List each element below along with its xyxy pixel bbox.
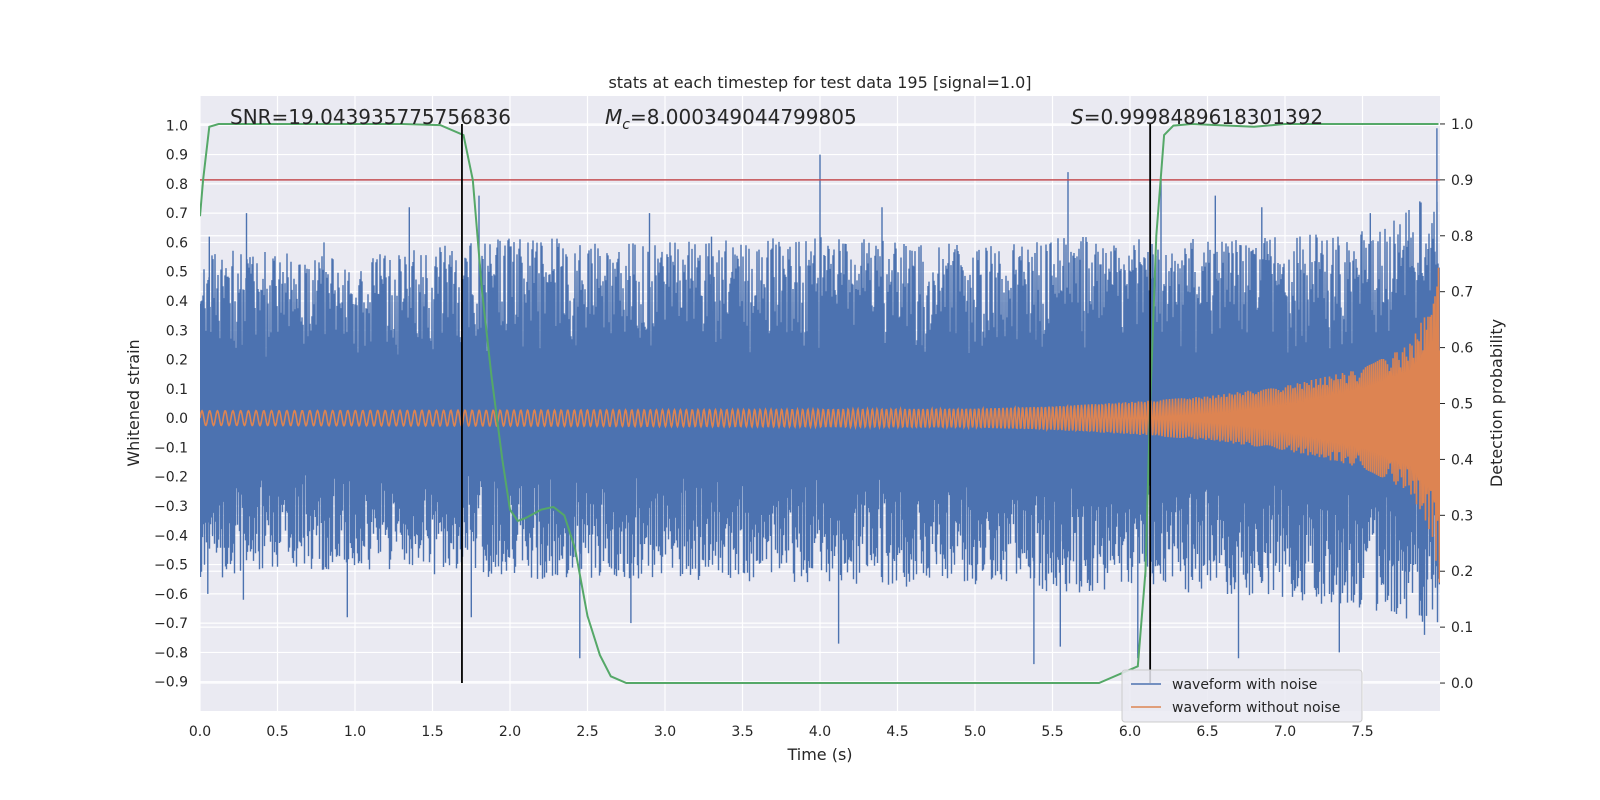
y-tick-label: 0.8	[166, 177, 188, 193]
chirp-mass-subscript: c	[622, 117, 630, 133]
y-tick-label: −0.4	[154, 528, 188, 544]
y-right-tick-label: 0.4	[1451, 452, 1473, 468]
waveform-with-noise-line	[200, 128, 1440, 665]
y-right-tick-label: 0.8	[1451, 229, 1473, 245]
y-tick-label: 0.0	[166, 411, 188, 427]
x-axis-title: Time (s)	[786, 745, 852, 764]
y-right-tick-label: 0.3	[1451, 508, 1473, 524]
y-tick-label: −0.9	[154, 675, 188, 691]
x-tick-label: 3.5	[731, 724, 753, 740]
x-tick-label: 4.0	[809, 724, 831, 740]
y-tick-label: 0.4	[166, 294, 188, 310]
y-tick-label: −0.3	[154, 499, 188, 515]
y-tick-label: 0.1	[166, 382, 188, 398]
y-tick-label: 0.2	[166, 353, 188, 369]
legend: waveform with noise waveform without noi…	[1121, 669, 1363, 723]
x-tick-label: 5.5	[1041, 724, 1063, 740]
x-tick-label: 1.0	[344, 724, 366, 740]
x-tick-label: 2.5	[576, 724, 598, 740]
x-tick-label: 6.5	[1196, 724, 1218, 740]
s-annotation: S=0.9998489618301392	[1071, 105, 1323, 129]
x-tick-label: 0.0	[189, 724, 211, 740]
x-tick-label: 5.0	[964, 724, 986, 740]
waveform-without-noise-line	[200, 267, 1440, 583]
y-right-tick-label: 0.9	[1451, 173, 1473, 189]
snr-annotation: SNR=19.043935775756836	[230, 105, 511, 129]
y-tick-label: −0.2	[154, 470, 188, 486]
chart-title: stats at each timestep for test data 195…	[608, 73, 1031, 92]
y-right-tick-label: 0.2	[1451, 564, 1473, 580]
y-tick-label: −0.5	[154, 558, 188, 574]
y-tick-label: −0.1	[154, 440, 188, 456]
y-right-tick-label: 0.7	[1451, 285, 1473, 301]
x-tick-label: 2.0	[499, 724, 521, 740]
y-right-tick-label: 1.0	[1451, 117, 1473, 133]
x-tick-label: 1.5	[421, 724, 443, 740]
s-symbol: S	[1071, 105, 1084, 129]
x-tick-label: 7.0	[1274, 724, 1296, 740]
y-right-axis-ticks: 1.0 0.9 0.8 0.7 0.6 0.5 0.4 0.3 0.2 0.1 0.0	[1440, 117, 1473, 692]
y-tick-label: 0.6	[166, 235, 188, 251]
y-tick-label: 0.9	[166, 148, 188, 164]
x-tick-label: 6.0	[1119, 724, 1141, 740]
y-right-axis-title: Detection probability	[1487, 319, 1506, 487]
y-tick-label: 0.7	[166, 206, 188, 222]
y-right-tick-label: 0.0	[1451, 676, 1473, 692]
y-tick-label: 0.5	[166, 265, 188, 281]
x-axis-ticks: 0.0 0.5 1.0 1.5 2.0 2.5 3.0 3.5 4.0 4.5 5.0 5.5 6.0 6…	[189, 724, 1374, 740]
legend-label-waveform-without-noise: waveform without noise	[1172, 700, 1340, 716]
vertical-markers	[461, 123, 1152, 684]
detection-probability-line	[200, 122, 1439, 684]
y-tick-label: −0.6	[154, 587, 188, 603]
y-axis-ticks: 1.0 0.9 0.8 0.7 0.6 0.5 0.4 0.3 0.2 0.1 0.0 −0.1 −0.…	[154, 118, 188, 690]
x-tick-label: 4.5	[886, 724, 908, 740]
y-axis-title: Whitened strain	[124, 339, 143, 466]
y-tick-label: 0.3	[166, 323, 188, 339]
chirp-mass-annotation: Mc=8.000349044799805	[605, 105, 857, 133]
chirp-mass-symbol: M	[605, 105, 622, 129]
y-right-tick-label: 0.5	[1451, 397, 1473, 413]
x-tick-label: 7.5	[1351, 724, 1373, 740]
y-tick-label: −0.7	[154, 616, 188, 632]
y-right-tick-label: 0.1	[1451, 620, 1473, 636]
y-right-tick-label: 0.6	[1451, 341, 1473, 357]
s-value: =0.9998489618301392	[1084, 105, 1323, 129]
chirp-mass-value: =8.000349044799805	[630, 105, 857, 129]
legend-box	[1121, 669, 1363, 723]
legend-label-waveform-with-noise: waveform with noise	[1172, 677, 1317, 693]
x-tick-label: 3.0	[654, 724, 676, 740]
y-tick-label: −0.8	[154, 645, 188, 661]
x-tick-label: 0.5	[266, 724, 288, 740]
y-tick-label: 1.0	[166, 118, 188, 134]
